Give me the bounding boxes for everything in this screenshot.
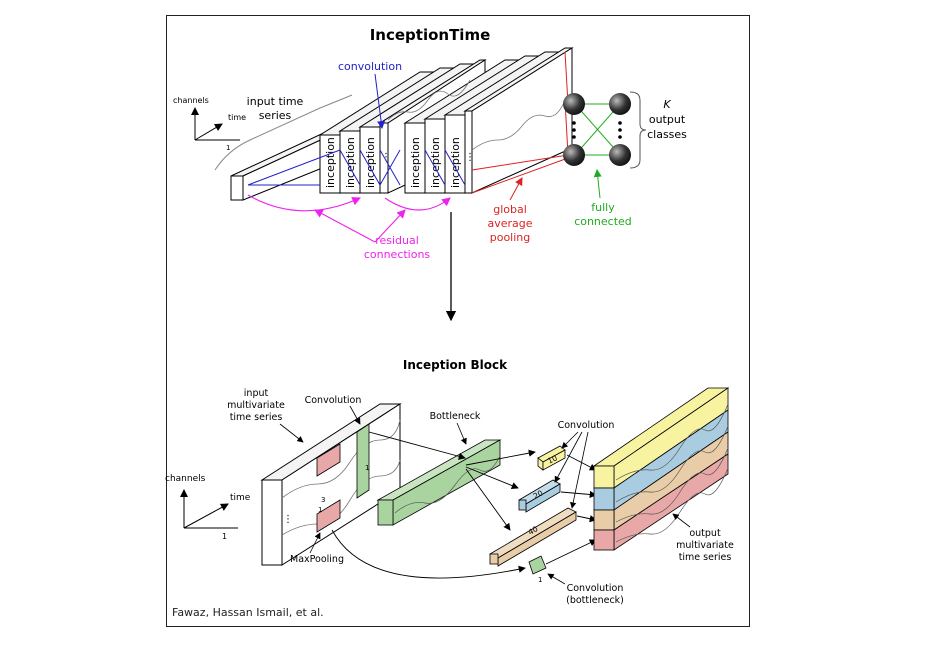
bottom-input-slab: ⋮ <box>260 403 402 566</box>
bottom-axis-time: time <box>230 493 251 503</box>
svg-text:⋮: ⋮ <box>465 152 475 163</box>
size-20: 20 <box>532 488 545 501</box>
bottom-output-arrow <box>672 513 691 528</box>
bottom-input-label-3: time series <box>230 412 283 423</box>
fc-label-2: connected <box>574 215 632 228</box>
bottom-input-label-2: multivariate <box>227 400 285 411</box>
slab-to-bottleneck-arrow <box>368 431 466 460</box>
size-3: 3 <box>321 496 325 504</box>
conv-bottleneck-kernel <box>528 555 547 575</box>
convolution-label: convolution <box>338 60 402 73</box>
bottom-input-arrow <box>279 423 304 443</box>
top-axis-one: 1 <box>226 144 230 152</box>
bottleneck-label: Bottleneck <box>430 411 481 422</box>
gap-label-1: global <box>493 203 527 216</box>
bottom-conv-label: Convolution <box>305 395 362 406</box>
size-1a: 1 <box>365 464 369 472</box>
neuron <box>609 93 631 115</box>
bottleneck-block <box>376 439 502 526</box>
conv-filter-40: 40 <box>489 507 577 567</box>
svg-text:inception: inception <box>364 137 377 188</box>
block-title: Inception Block <box>403 358 508 372</box>
output-label-3: classes <box>647 128 687 141</box>
bottom-conv-arrow <box>349 405 361 425</box>
bottom-output-label-1: output <box>689 528 721 539</box>
top-axes <box>191 107 240 141</box>
bottom-output-label-3: time series <box>679 552 732 563</box>
svg-text:inception: inception <box>344 137 357 188</box>
neuron <box>563 144 585 166</box>
bottleneck-arrow <box>456 422 467 445</box>
maxpool-to-bn-conv-arrow <box>331 529 526 579</box>
inception-module-ellipsis: ⋮ <box>463 47 574 194</box>
fc-arrow <box>593 169 602 199</box>
size-40: 40 <box>527 524 540 537</box>
neuron <box>609 144 631 166</box>
residual-arcs <box>247 194 451 243</box>
convolution-lines <box>247 73 466 186</box>
size-1c: 1 <box>318 506 322 514</box>
bottom-output-label-2: multivariate <box>676 540 734 551</box>
svg-text:inception: inception <box>429 137 442 188</box>
gap-arrow <box>509 177 523 201</box>
top-input-label-1: input time <box>247 95 304 108</box>
svg-text:⋮: ⋮ <box>381 152 391 163</box>
inception-modules-group-2: inception inception inception ⋮ <box>403 47 574 194</box>
svg-text:⋮: ⋮ <box>283 514 293 525</box>
conv-kernel <box>356 423 370 499</box>
svg-text:inception: inception <box>449 137 462 188</box>
top-signal-waves <box>387 79 566 151</box>
gap-label-3: pooling <box>490 231 531 244</box>
conv-filter-20: 20 <box>518 479 561 513</box>
output-label-2: output <box>649 113 686 126</box>
bottom-maxpool-label: MaxPooling <box>290 554 344 565</box>
to-output-arrows <box>545 454 597 565</box>
size-1b: 1 <box>538 576 542 584</box>
top-axis-time: time <box>228 113 246 122</box>
top-input-label-2: series <box>259 109 292 122</box>
credit-text: Fawaz, Hassan Ismail, et al. <box>172 606 324 619</box>
neuron-ellipsis <box>572 121 622 139</box>
top-axis-channels: channels <box>173 96 209 105</box>
conv-filter-10: 10 <box>537 445 566 471</box>
neuron <box>563 93 585 115</box>
bottom-input-label-1: input <box>244 388 269 399</box>
residual-label-2: connections <box>364 248 431 261</box>
gap-label-2: average <box>487 217 532 230</box>
residual-label-1: residual <box>375 234 419 247</box>
conv-bn-arrow <box>547 573 566 585</box>
conv-bn-label-2: (bottleneck) <box>566 595 624 606</box>
bottom-axis-one: 1 <box>222 532 227 541</box>
fc-label-1: fully <box>591 201 615 214</box>
main-title: InceptionTime <box>370 26 491 44</box>
svg-text:inception: inception <box>324 137 337 188</box>
size-10: 10 <box>546 453 559 465</box>
conv-multi-arrows <box>554 431 589 509</box>
bottom-maxpool-arrow <box>309 532 321 554</box>
bottleneck-branch-arrows <box>465 449 536 531</box>
bottom-axis-channels: channels <box>165 474 206 484</box>
maxpool-patch-top <box>316 443 341 477</box>
output-label-k: K <box>663 98 671 111</box>
top-input-brace <box>214 94 353 171</box>
svg-text:inception: inception <box>409 137 422 188</box>
output-brace <box>629 91 647 169</box>
maxpool-patch-bottom <box>316 499 341 533</box>
output-stack <box>592 387 730 551</box>
conv-bn-label-1: Convolution <box>567 583 624 594</box>
top-input-slab <box>230 129 343 201</box>
conv-multi-label: Convolution <box>558 420 615 431</box>
bottom-axes <box>180 489 238 529</box>
